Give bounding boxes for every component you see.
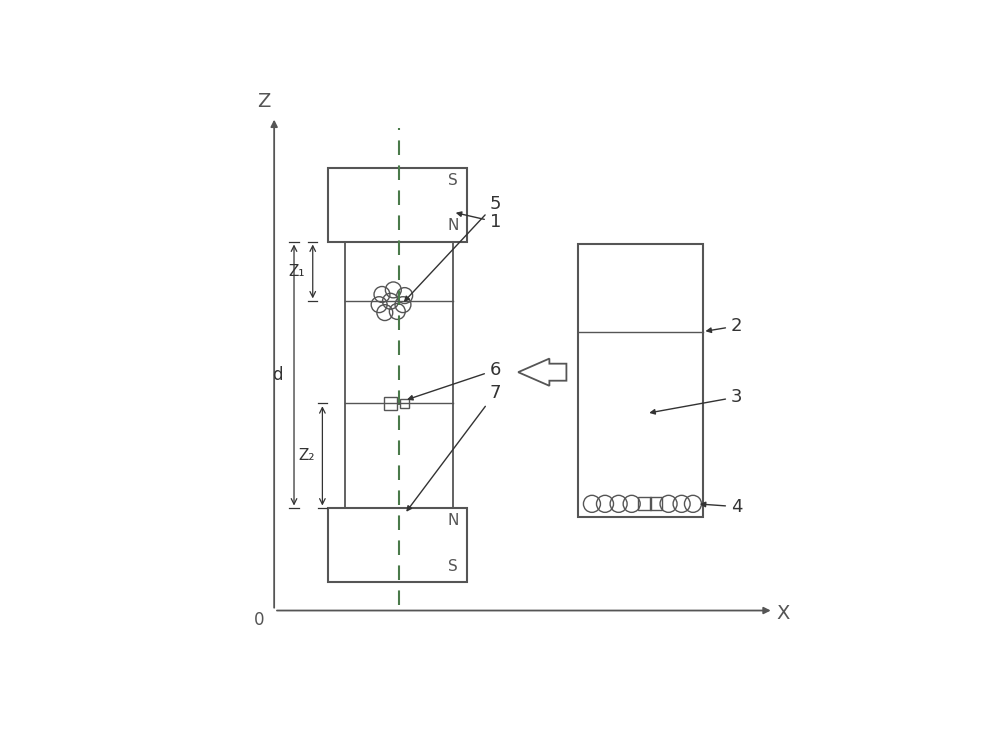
Text: S: S — [448, 173, 458, 188]
Text: 4: 4 — [701, 497, 742, 516]
Text: 1: 1 — [457, 212, 501, 231]
Text: Z₁: Z₁ — [289, 264, 305, 279]
Text: 5: 5 — [405, 195, 501, 301]
Text: Z: Z — [257, 92, 271, 111]
Bar — [650, 497, 662, 510]
Text: X: X — [776, 604, 790, 623]
Text: 3: 3 — [651, 388, 742, 414]
Bar — [400, 399, 409, 408]
Bar — [328, 168, 467, 242]
Text: 2: 2 — [707, 317, 742, 335]
Text: S: S — [448, 559, 458, 574]
Bar — [328, 509, 467, 582]
Bar — [384, 397, 397, 410]
Text: 6: 6 — [408, 361, 501, 400]
Text: 7: 7 — [407, 384, 501, 511]
Text: Z₂: Z₂ — [298, 448, 315, 464]
Text: 0: 0 — [254, 611, 265, 629]
Polygon shape — [518, 359, 566, 385]
Text: d: d — [272, 366, 282, 384]
Text: N: N — [447, 514, 459, 528]
Text: N: N — [447, 218, 459, 234]
Bar — [578, 245, 703, 517]
Bar — [638, 497, 651, 510]
